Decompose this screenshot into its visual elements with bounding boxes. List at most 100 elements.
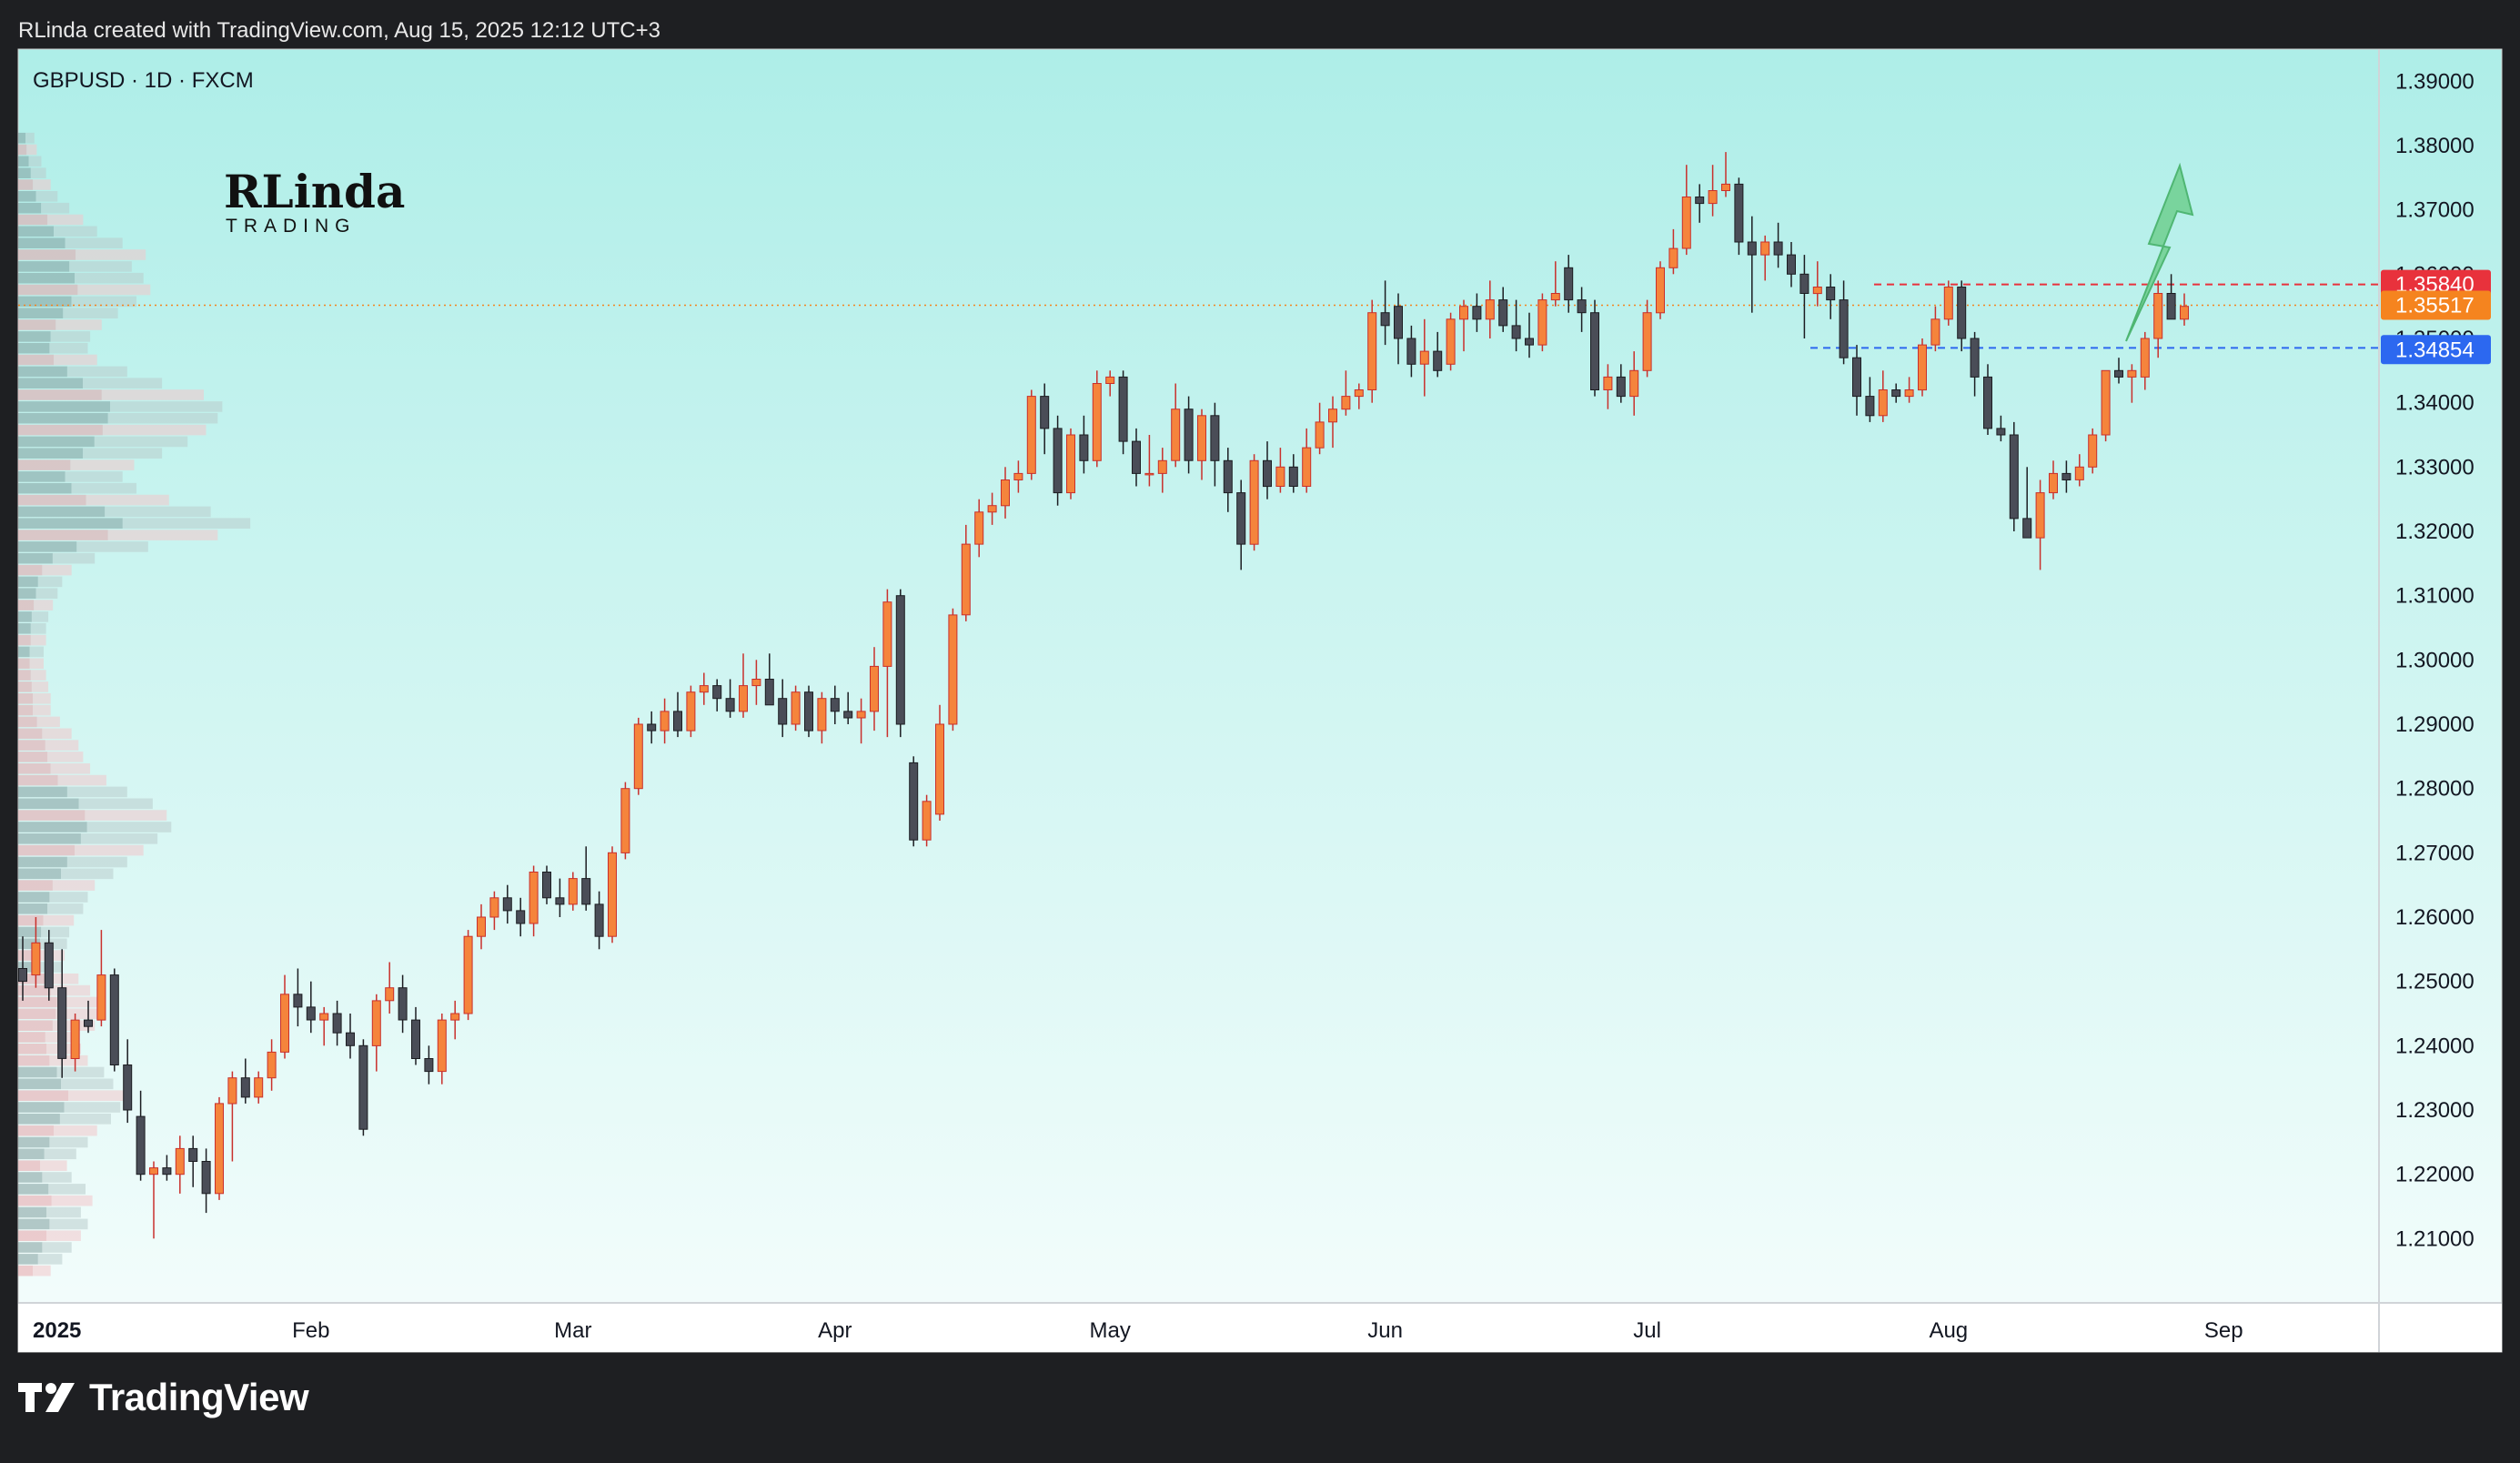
symbol-legend[interactable]: GBPUSD · 1D · FXCM	[33, 68, 254, 93]
candle-body	[1918, 344, 1927, 391]
candle-body	[1878, 389, 1888, 417]
bullish-candle	[489, 891, 499, 931]
price-label-text: 1.35517	[2395, 294, 2475, 318]
bullish-candle	[437, 1014, 447, 1085]
watermark-logo-text: RLinda	[224, 165, 405, 218]
volume-profile-bar	[18, 296, 72, 308]
candle-body	[254, 1077, 264, 1098]
watermark-logo-subtext: TRADING	[226, 216, 357, 237]
candle-body	[1275, 466, 1285, 487]
candle-body	[660, 711, 670, 732]
candle-body	[1394, 306, 1403, 339]
candle-body	[123, 1064, 133, 1111]
candle-body	[843, 711, 853, 719]
volume-profile-bar	[110, 401, 223, 412]
volume-profile-bar	[71, 296, 136, 308]
time-tick-label: Apr	[818, 1318, 852, 1343]
candle-body	[1288, 466, 1298, 487]
candle-body	[909, 762, 919, 841]
candle-body	[1354, 389, 1364, 398]
bearish-candle	[2022, 467, 2032, 539]
candle-body	[778, 698, 788, 725]
candle-body	[398, 987, 408, 1021]
volume-profile-bar	[94, 436, 188, 448]
volume-profile-bar	[18, 541, 77, 552]
volume-profile-bar	[76, 541, 148, 552]
candle-body	[1419, 350, 1429, 365]
price-tick-label: 1.27000	[2395, 841, 2475, 865]
volume-profile-bar	[52, 552, 96, 564]
bearish-candle	[1472, 293, 1482, 332]
volume-profile-bar	[18, 1102, 65, 1113]
volume-profile-bar	[18, 144, 27, 156]
bullish-candle	[1197, 409, 1206, 480]
volume-profile-bar	[18, 202, 42, 214]
bullish-candle	[477, 903, 486, 950]
volume-profile-bar	[18, 1078, 61, 1090]
candle-body	[882, 601, 892, 667]
volume-profile-bar	[35, 191, 58, 202]
bearish-candle	[1839, 280, 1849, 365]
volume-profile-bar	[36, 716, 60, 728]
bearish-candle	[1773, 222, 1783, 268]
price-tick-label: 1.33000	[2395, 455, 2475, 479]
volume-profile-bar	[18, 156, 29, 167]
bullish-candle	[1092, 370, 1102, 468]
volume-profile-bar	[65, 471, 123, 482]
bearish-candle	[1983, 364, 1992, 435]
volume-profile-bar	[18, 576, 38, 588]
bullish-candle	[791, 685, 801, 732]
volume-profile-bar	[18, 401, 110, 412]
support-price-label: 1.34854	[2381, 335, 2491, 365]
volume-profile-bar	[33, 1265, 51, 1276]
candle-body	[371, 1000, 381, 1046]
price-tick-label: 1.31000	[2395, 584, 2475, 609]
candle-body	[57, 987, 67, 1059]
bearish-candle	[346, 1014, 355, 1059]
volume-profile-bar	[18, 798, 79, 810]
bullish-candle	[1918, 338, 1927, 397]
bearish-candle	[240, 1058, 250, 1104]
candle-body	[764, 679, 774, 706]
volume-profile-bar	[48, 1184, 86, 1195]
bullish-candle	[319, 1006, 329, 1046]
volume-profile-bar	[18, 342, 50, 354]
bullish-candle	[1485, 280, 1495, 338]
volume-profile-bar	[29, 646, 44, 658]
volume-profile-bar	[54, 354, 97, 366]
volume-profile-bar	[35, 588, 58, 599]
tradingview-logo[interactable]: TradingView	[18, 1376, 309, 1419]
time-scale-panel[interactable]	[18, 1303, 2502, 1352]
bullish-arrow[interactable]	[2125, 162, 2194, 342]
volume-profile-bar	[75, 272, 144, 284]
volume-profile-bar	[40, 1160, 67, 1171]
candle-body	[1013, 472, 1023, 481]
volume-profile-bar	[56, 1066, 105, 1078]
candle-body	[1590, 312, 1599, 391]
volume-profile-bar	[18, 1054, 50, 1066]
candle-body	[240, 1077, 250, 1098]
candle-body	[201, 1161, 211, 1195]
bearish-candle	[778, 679, 788, 738]
candle-body	[1328, 409, 1337, 423]
price-tick-label: 1.26000	[2395, 905, 2475, 930]
candle-body	[96, 974, 106, 1021]
bearish-candle	[895, 589, 905, 738]
candle-body	[463, 935, 473, 1014]
bullish-candle	[2180, 293, 2189, 326]
candle-body	[175, 1147, 185, 1175]
volume-profile-bar	[59, 1114, 111, 1125]
volume-profile-bar	[18, 518, 123, 529]
bullish-candle	[1603, 364, 1613, 409]
bearish-candle	[581, 846, 591, 911]
candle-body	[1747, 241, 1757, 256]
bearish-candle	[44, 930, 54, 1001]
bullish-candle	[1629, 351, 1639, 416]
candle-body	[1472, 306, 1482, 320]
candle-body	[188, 1147, 198, 1163]
candle-body	[1616, 376, 1626, 398]
candle-body	[922, 801, 932, 841]
volume-profile-bar	[86, 822, 172, 832]
